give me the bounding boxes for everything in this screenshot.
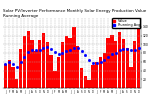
Bar <box>61 42 64 88</box>
Bar <box>42 33 45 88</box>
Bar <box>49 55 53 88</box>
Bar <box>53 70 56 88</box>
Bar <box>133 41 136 88</box>
Bar <box>8 60 11 88</box>
Bar <box>76 46 79 88</box>
Bar <box>30 40 34 88</box>
Bar <box>118 32 121 88</box>
Bar <box>129 67 132 88</box>
Bar <box>57 57 60 88</box>
Bar <box>12 67 15 88</box>
Bar <box>88 80 91 88</box>
Bar <box>23 36 26 88</box>
Bar <box>114 41 117 88</box>
Bar <box>68 38 72 88</box>
Bar <box>80 68 83 88</box>
Bar <box>4 64 7 88</box>
Bar <box>107 38 110 88</box>
Text: Solar PV/Inverter Performance Monthly Solar Energy Production Value Running Aver: Solar PV/Inverter Performance Monthly So… <box>3 9 146 18</box>
Bar <box>91 65 95 88</box>
Bar <box>99 57 102 88</box>
Bar <box>110 35 114 88</box>
Bar <box>125 48 129 88</box>
Bar <box>103 53 106 88</box>
Bar <box>72 27 76 88</box>
Bar <box>95 62 98 88</box>
Bar <box>34 51 37 88</box>
Bar <box>46 42 49 88</box>
Legend: Value, Running Avg: Value, Running Avg <box>112 18 140 28</box>
Bar <box>122 39 125 88</box>
Bar <box>84 76 87 88</box>
Bar <box>15 79 19 88</box>
Bar <box>137 29 140 88</box>
Bar <box>19 49 22 88</box>
Bar <box>38 40 41 88</box>
Bar <box>27 31 30 88</box>
Bar <box>65 36 68 88</box>
